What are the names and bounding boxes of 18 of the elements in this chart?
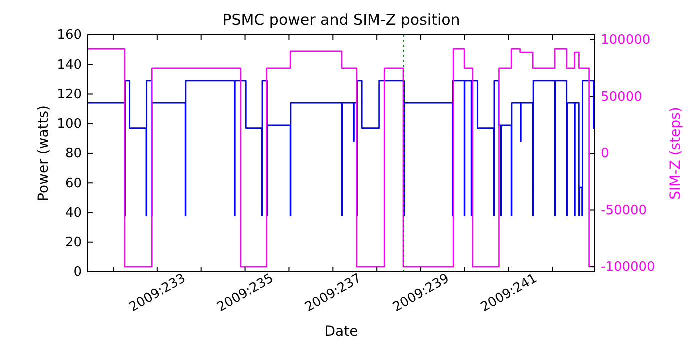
- y2-tick-label: 50000: [601, 90, 642, 105]
- x-axis-title: Date: [324, 324, 358, 340]
- y-tick-label: 140: [57, 58, 82, 73]
- y-tick-label: 100: [57, 117, 82, 132]
- y-tick-label: 60: [65, 176, 82, 192]
- y2-tick-label: 100000: [601, 33, 651, 48]
- y-tick-label: 0: [74, 265, 82, 280]
- y-tick-label: 40: [65, 206, 82, 221]
- y-tick-label: 80: [65, 146, 82, 162]
- y-tick-label: 20: [65, 236, 82, 251]
- y-axis-title: Power (watts): [36, 105, 52, 202]
- y2-tick-label: 0: [601, 146, 610, 162]
- chart-title: PSMC power and SIM-Z position: [222, 11, 460, 29]
- y-tick-label: 160: [57, 28, 82, 44]
- y2-tick-label: -50000: [601, 203, 648, 218]
- y2-axis-title: SIM-Z (steps): [668, 107, 684, 200]
- y-tick-label: 120: [57, 87, 82, 102]
- y2-tick-label: -100000: [601, 260, 656, 276]
